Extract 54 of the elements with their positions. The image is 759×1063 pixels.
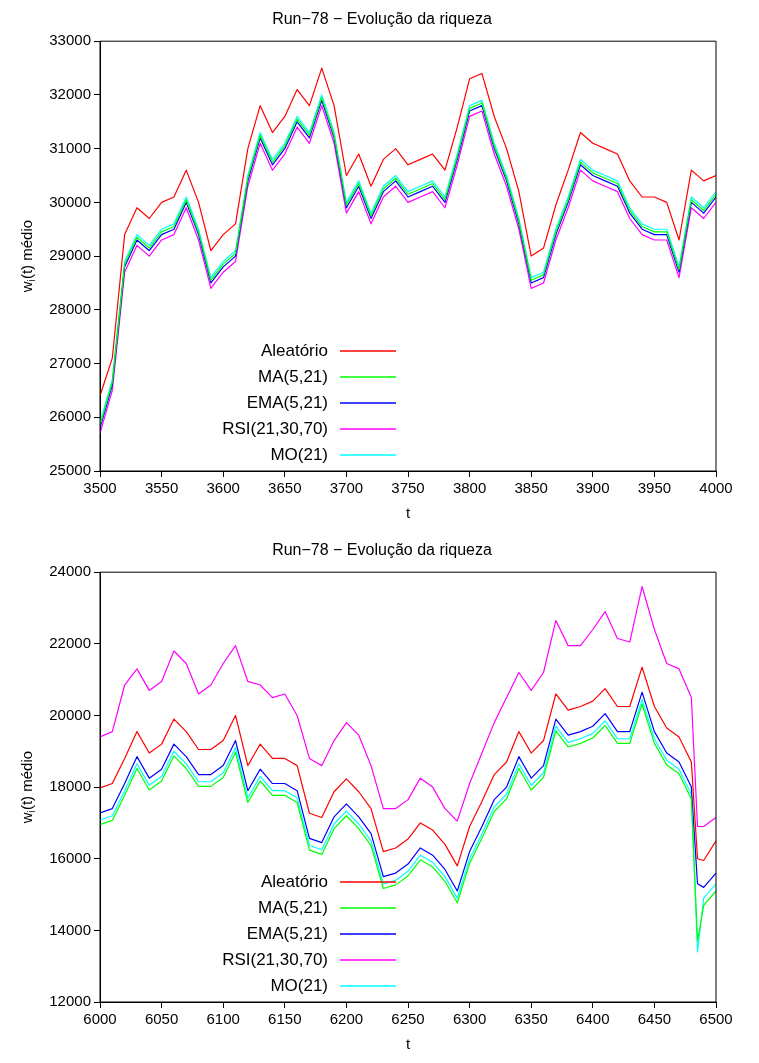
x-tick-label: 6100: [206, 1010, 240, 1028]
x-tick-label: 3500: [83, 479, 117, 497]
legend-label: EMA(5,21): [246, 392, 328, 412]
y-tick-label: 12000: [49, 992, 91, 1010]
x-axis-title: t: [405, 504, 411, 522]
x-tick-label: 6250: [391, 1010, 425, 1028]
y-tick-label: 32000: [49, 85, 91, 103]
x-tick-label: 3950: [637, 479, 672, 497]
legend-label: MO(21): [270, 975, 328, 995]
y-tick-label: 16000: [49, 848, 91, 866]
legend-label: MA(5,21): [258, 366, 328, 386]
x-tick-label: 6500: [699, 1010, 733, 1028]
legend-label: MA(5,21): [258, 897, 328, 917]
x-tick-label: 3900: [576, 479, 610, 497]
y-tick-label: 24000: [49, 562, 91, 580]
y-tick-label: 25000: [49, 461, 91, 479]
x-tick-label: 3800: [452, 479, 487, 497]
y-tick-label: 33000: [49, 31, 91, 49]
y-tick-label: 18000: [49, 777, 91, 795]
y-tick-label: 30000: [49, 192, 91, 210]
x-tick-label: 6150: [268, 1010, 302, 1028]
y-tick-label: 29000: [49, 246, 91, 264]
x-tick-label: 3850: [514, 479, 548, 497]
y-tick-label: 31000: [49, 138, 91, 156]
legend-label: EMA(5,21): [246, 923, 328, 943]
legend-label: Aleatório: [260, 340, 328, 360]
x-tick-label: 6450: [637, 1010, 672, 1028]
chart-title: Run−78 − Evolução da riqueza: [272, 541, 492, 559]
legend-label: RSI(21,30,70): [222, 949, 328, 969]
x-tick-label: 3550: [144, 479, 179, 497]
y-tick-label: 14000: [49, 920, 91, 938]
legend-label: MO(21): [270, 444, 328, 464]
y-tick-label: 27000: [49, 353, 91, 371]
y-axis-title: wi(t) médio: [18, 750, 38, 825]
y-axis-title: wi(t) médio: [18, 219, 38, 294]
x-tick-label: 6350: [514, 1010, 548, 1028]
x-axis-title: t: [405, 1035, 411, 1053]
x-tick-label: 6400: [576, 1010, 610, 1028]
y-tick-label: 28000: [49, 299, 91, 317]
x-tick-label: 6050: [144, 1010, 179, 1028]
y-tick-label: 20000: [49, 705, 91, 723]
x-tick-label: 3750: [391, 479, 425, 497]
legend-label: RSI(21,30,70): [222, 418, 328, 438]
chart-title: Run−78 − Evolução da riqueza: [272, 10, 492, 28]
legend-label: Aleatório: [260, 871, 328, 891]
x-tick-label: 6000: [83, 1010, 117, 1028]
y-tick-label: 22000: [49, 633, 91, 651]
y-tick-label: 26000: [49, 407, 91, 425]
x-tick-label: 3600: [206, 479, 240, 497]
x-tick-label: 6300: [452, 1010, 487, 1028]
x-tick-label: 6200: [329, 1010, 364, 1028]
x-tick-label: 4000: [699, 479, 733, 497]
x-tick-label: 3650: [268, 479, 302, 497]
x-tick-label: 3700: [329, 479, 364, 497]
